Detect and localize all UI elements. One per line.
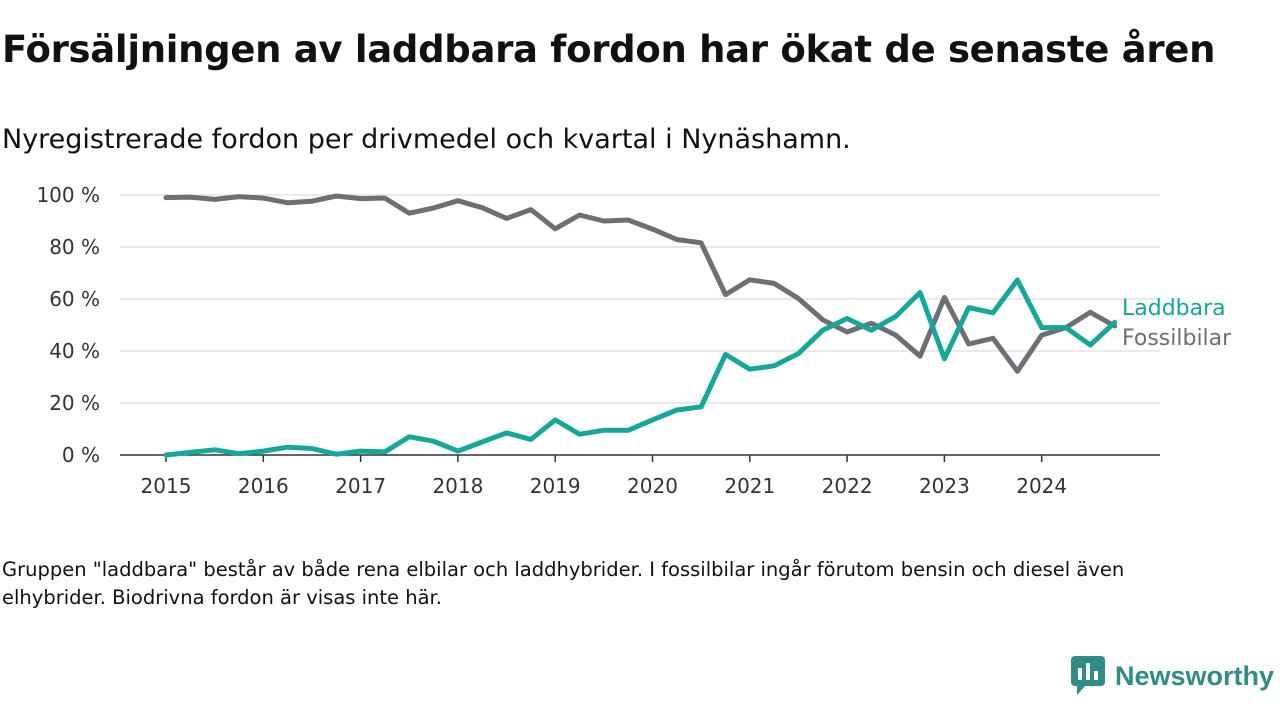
x-tick-label: 2020 <box>627 474 678 498</box>
newsworthy-logo-icon <box>1070 656 1105 695</box>
x-tick-label: 2019 <box>530 474 581 498</box>
series-line-laddbara <box>163 277 1118 458</box>
legend-label-laddbara: Laddbara <box>1122 296 1226 321</box>
x-tick-label: 2016 <box>238 474 289 498</box>
chart-title: Försäljningen av laddbara fordon har öka… <box>2 28 1216 71</box>
x-tick-label: 2023 <box>919 474 970 498</box>
x-tick-label: 2024 <box>1016 474 1067 498</box>
series-line-fossilbilar <box>163 193 1118 374</box>
x-tick-label: 2018 <box>432 474 483 498</box>
brand-name: Newsworthy <box>1114 660 1274 691</box>
y-tick-label: 80 % <box>49 235 100 259</box>
y-tick-label: 20 % <box>49 391 100 415</box>
brand-logo[interactable]: Newsworthy <box>1070 654 1274 698</box>
chart-subtitle: Nyregistrerade fordon per drivmedel och … <box>2 124 851 155</box>
x-tick-label: 2021 <box>724 474 775 498</box>
y-tick-label: 100 % <box>36 183 100 207</box>
y-tick-label: 60 % <box>49 287 100 311</box>
x-tick-label: 2022 <box>822 474 873 498</box>
footnote: Gruppen "laddbara" består av både rena e… <box>2 558 1125 609</box>
y-tick-label: 40 % <box>49 339 100 363</box>
x-tick-label: 2015 <box>141 474 192 498</box>
x-tick-label: 2017 <box>335 474 386 498</box>
line-chart: 0 % 20 % 40 % 60 % 80 % 100 % 2015 2016 2017 2018… <box>36 183 1232 498</box>
y-tick-label: 0 % <box>62 443 100 467</box>
legend-label-fossilbilar: Fossilbilar <box>1122 326 1232 351</box>
